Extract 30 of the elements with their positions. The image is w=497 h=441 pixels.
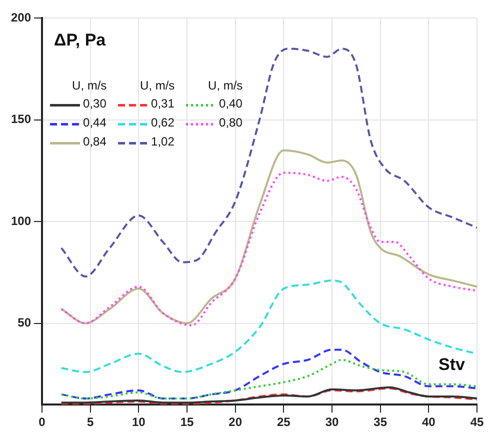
y-tick-label: 150: [10, 112, 32, 126]
x-tick-label: 5: [87, 415, 94, 430]
x-tick-label: 30: [325, 415, 339, 430]
y-tick-label: 100: [10, 214, 32, 228]
legend-label: 0,84: [83, 134, 107, 149]
x-tick-label: 45: [470, 415, 484, 430]
x-tick-label: 10: [132, 415, 146, 430]
line-series: [60, 48, 477, 278]
x-tick-label: 40: [422, 415, 436, 430]
line-series: [60, 358, 477, 400]
x-tick-label: 0: [38, 415, 46, 430]
x-tick-label: 25: [276, 415, 291, 430]
legend-label: 1,02: [151, 134, 175, 149]
y-tick-label: 200: [10, 10, 32, 25]
x-tick-label: 20: [228, 415, 242, 430]
legend-label: 0,40: [219, 96, 243, 111]
x-tick-label: 35: [374, 415, 388, 430]
y-axis-title: ΔP, Pa: [54, 30, 106, 50]
legend-label: 0,44: [83, 116, 107, 130]
x-tick-label: 15: [180, 415, 194, 430]
legend-title: U, m/s: [72, 78, 107, 93]
annotation: Stv: [438, 354, 466, 374]
legend-label: 0,31: [151, 96, 175, 111]
legend-label: 0,80: [219, 116, 243, 130]
text: U, m/s: [140, 78, 175, 93]
legend-label: 0,62: [151, 116, 175, 130]
line-series: [60, 348, 477, 400]
y-tick-label: 50: [18, 316, 32, 330]
text: U, m/s: [208, 78, 243, 93]
legend-label: 0,30: [83, 96, 107, 111]
